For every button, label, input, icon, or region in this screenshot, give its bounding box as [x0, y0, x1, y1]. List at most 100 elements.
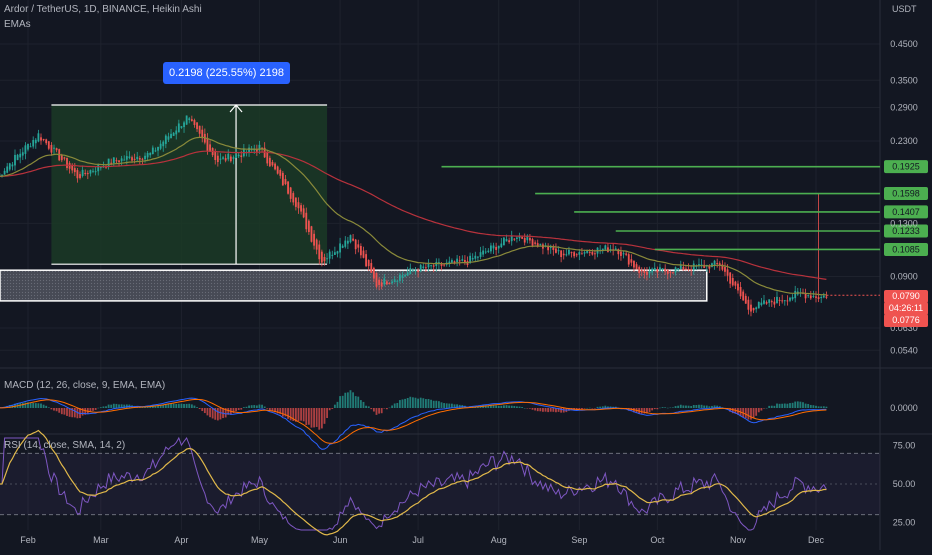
macd-histogram-bar [56, 408, 58, 411]
candle-body [66, 158, 68, 168]
candle-body [425, 267, 427, 268]
candle-body [352, 239, 354, 241]
macd-histogram-bar [495, 405, 497, 408]
macd-histogram-bar [370, 408, 372, 409]
candle-body [586, 251, 588, 253]
macd-histogram-bar [662, 407, 664, 408]
x-tick-label: Jun [333, 535, 348, 545]
macd-histogram-bar [789, 403, 791, 408]
macd-histogram-bar [417, 399, 419, 408]
candle-body [14, 155, 16, 166]
candle-body [240, 155, 242, 157]
macd-histogram-bar [352, 392, 354, 408]
macd-histogram-bar [599, 407, 601, 408]
macd-histogram-bar [703, 406, 705, 408]
macd-histogram-bar [641, 408, 643, 414]
macd-histogram-bar [750, 408, 752, 420]
level-badge-label: 0.1598 [892, 189, 920, 199]
candle-body [149, 153, 151, 155]
candle-body [474, 256, 476, 259]
candle-body [669, 272, 671, 273]
macd-histogram-bar [337, 402, 339, 408]
candle-body [285, 179, 287, 184]
macd-histogram-bar [760, 408, 762, 411]
candle-body [443, 264, 445, 265]
macd-histogram-bar [365, 406, 367, 408]
macd-histogram-bar [415, 398, 417, 408]
macd-histogram-bar [199, 408, 201, 409]
candle-body [682, 267, 684, 270]
candle-body [524, 238, 526, 243]
macd-histogram-bar [500, 406, 502, 408]
price-tick-label: 0.0900 [890, 271, 918, 281]
indicator-legend[interactable]: EMAs [4, 19, 31, 30]
candle-body [511, 236, 513, 241]
candle-body [71, 166, 73, 171]
macd-histogram-bar [672, 407, 674, 408]
candle-body [113, 157, 115, 163]
candle-body [506, 239, 508, 241]
candle-body [305, 213, 307, 229]
candle-body [825, 297, 827, 298]
macd-histogram-bar [235, 408, 237, 411]
candle-body [451, 260, 453, 263]
price-axis[interactable]: 0.19250.15980.14070.12330.10850.45000.35… [884, 39, 928, 527]
macd-histogram-bar [50, 408, 52, 409]
candle-body [573, 252, 575, 256]
candle-body [727, 269, 729, 275]
candle-body [129, 157, 131, 158]
macd-histogram-bar [446, 403, 448, 408]
macd-histogram-bar [261, 405, 263, 408]
candle-body [755, 307, 757, 309]
currency-label: USDT [892, 4, 917, 14]
macd-histogram-bar [597, 407, 599, 408]
candle-body [324, 257, 326, 261]
candle-body [363, 251, 365, 258]
macd-histogram-bar [758, 408, 760, 412]
candle-body [589, 252, 591, 253]
candle-body [685, 269, 687, 270]
candle-body [97, 165, 99, 172]
candle-body [677, 268, 679, 270]
x-tick-label: Nov [730, 535, 747, 545]
candle-body [409, 268, 411, 274]
macd-histogram-bar [685, 406, 687, 408]
candle-body [576, 254, 578, 255]
macd-histogram-bar [207, 408, 209, 415]
macd-histogram-bar [602, 406, 604, 408]
macd-legend[interactable]: MACD (12, 26, close, 9, EMA, EMA) [4, 380, 165, 391]
support-zone[interactable] [0, 270, 707, 301]
macd-histogram-bar [677, 406, 679, 408]
macd-histogram-bar [542, 408, 544, 412]
candle-body [230, 157, 232, 162]
macd-histogram-bar [820, 406, 822, 408]
macd-histogram-bar [420, 398, 422, 408]
rsi-legend[interactable]: RSI (14, close, SMA, 14, 2) [4, 440, 125, 451]
macd-histogram-bar [768, 406, 770, 408]
chart-title: Ardor / TetherUS, 1D, BINANCE, Heikin As… [4, 4, 202, 15]
candle-body [292, 193, 294, 202]
candle-body [667, 270, 669, 274]
candle-body [90, 170, 92, 173]
candle-body [220, 159, 222, 160]
candle-body [490, 246, 492, 252]
candle-body [82, 170, 84, 176]
x-tick-label: Apr [174, 535, 188, 545]
candle-body [139, 158, 141, 160]
macd-histogram-bar [394, 403, 396, 408]
candle-body [747, 300, 749, 310]
candle-body [430, 265, 432, 266]
candle-body [191, 119, 193, 121]
candle-body [207, 138, 209, 151]
price-tick-label: 0.2300 [890, 136, 918, 146]
candle-body [6, 166, 8, 172]
candle-body [633, 261, 635, 268]
macd-histogram-bar [779, 404, 781, 408]
macd-histogram-bar [209, 408, 211, 417]
candle-body [464, 260, 466, 262]
candle-body [810, 295, 812, 298]
candle-body [480, 252, 482, 257]
